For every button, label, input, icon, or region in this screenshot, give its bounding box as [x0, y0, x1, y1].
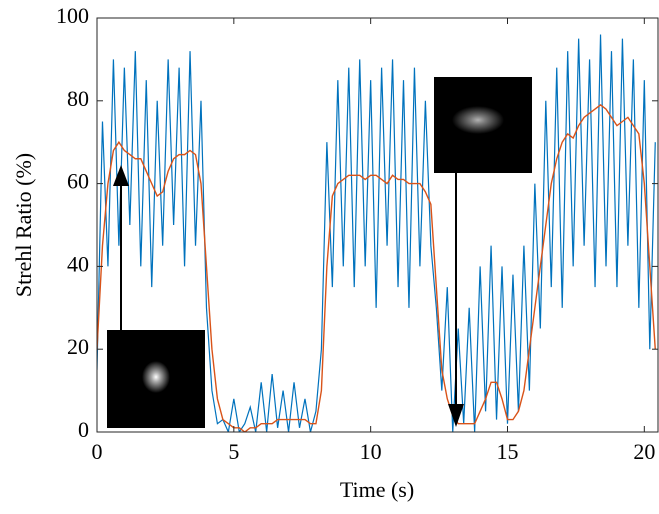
y-tick-label: 20: [67, 334, 89, 359]
x-tick-label: 20: [633, 439, 655, 464]
x-tick-label: 5: [228, 439, 239, 464]
y-tick-label: 0: [78, 417, 89, 442]
inset-spot: [142, 361, 170, 393]
x-tick-label: 0: [92, 439, 103, 464]
inset-spot: [452, 106, 504, 134]
y-tick-label: 80: [67, 86, 89, 111]
plot-area: [97, 34, 656, 432]
arrow: [113, 165, 129, 330]
data-line: [97, 104, 656, 432]
axes-box: [96, 17, 659, 433]
arrow: [448, 173, 464, 427]
y-tick-label: 60: [67, 169, 89, 194]
y-tick-label: 100: [56, 3, 89, 28]
x-tick-label: 15: [496, 439, 518, 464]
data-line: [97, 34, 656, 432]
x-axis-title: Time (s): [340, 477, 414, 502]
y-tick-label: 40: [67, 251, 89, 276]
x-tick-label: 10: [360, 439, 382, 464]
y-axis-title: Strehl Ratio (%): [11, 153, 36, 297]
